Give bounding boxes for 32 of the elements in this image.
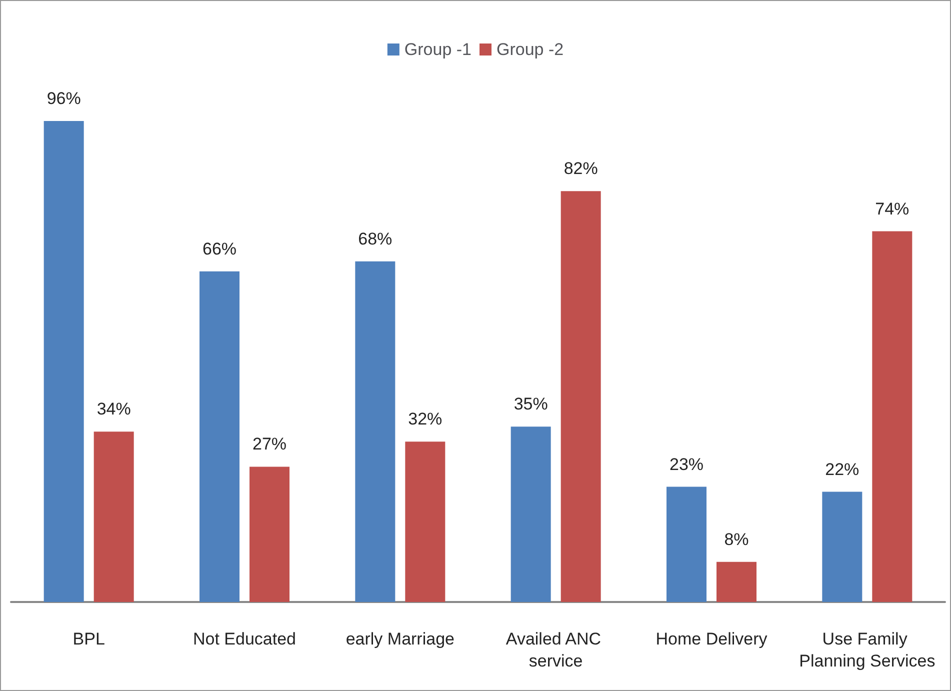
data-label: 82% (564, 159, 598, 178)
bar (510, 426, 551, 602)
x-tick-label: early Marriage (346, 630, 454, 648)
bar (822, 492, 862, 602)
bar (44, 121, 84, 602)
bar (560, 191, 601, 602)
legend-label: Group -1 (404, 40, 472, 59)
data-label: 22% (825, 460, 860, 479)
data-label: 66% (202, 239, 237, 258)
x-tick-label: Availed ANC service (506, 630, 606, 670)
x-tick-label: Not Educated (192, 630, 296, 648)
data-label: 23% (669, 454, 704, 474)
bar (666, 486, 706, 602)
data-label: 27% (252, 434, 287, 454)
x-tick-label: Use Family Planning Services (799, 630, 936, 670)
data-label: 32% (408, 410, 442, 429)
data-label: 34% (96, 400, 131, 419)
bar (94, 432, 134, 602)
legend-label: Group -2 (496, 40, 564, 59)
bar (200, 271, 240, 602)
bar (355, 261, 396, 602)
bar (250, 466, 290, 602)
bar (405, 442, 446, 602)
data-label: 74% (875, 199, 910, 218)
bar (872, 231, 912, 602)
data-label: 96% (46, 89, 81, 108)
bar (716, 562, 756, 602)
data-label: 8% (724, 530, 749, 549)
data-label: 35% (514, 394, 548, 414)
data-label: 68% (358, 229, 392, 248)
x-tick-label: Home Delivery (656, 630, 768, 648)
x-tick-label: BPL (72, 630, 105, 648)
